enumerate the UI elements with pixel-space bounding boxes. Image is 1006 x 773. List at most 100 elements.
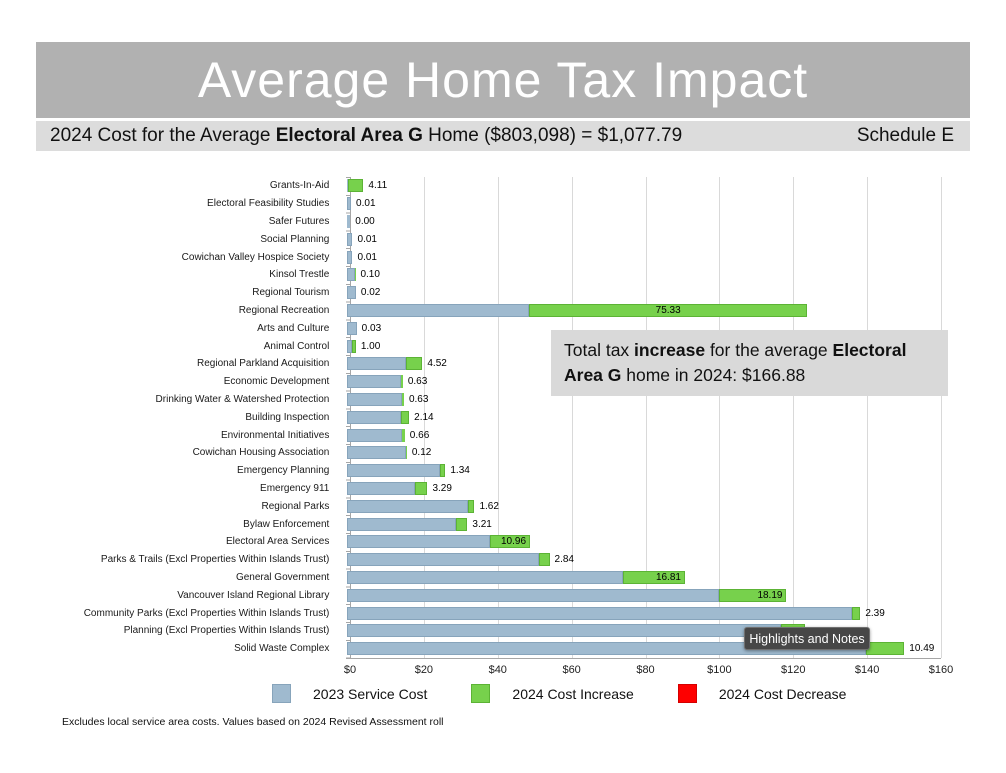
service-cost-bar xyxy=(347,286,356,300)
chart-row: Solid Waste Complex 10.49 xyxy=(0,640,1006,658)
title-band: Average Home Tax Impact xyxy=(36,42,970,118)
bar-track: 4.52 xyxy=(347,357,1006,371)
bar-track: 75.33 xyxy=(347,303,1006,317)
value-label: 0.63 xyxy=(407,376,428,388)
bar-track: 0.63 xyxy=(347,392,1006,406)
chart-row: Cowichan Valley Hospice Society 0.01 xyxy=(0,248,1006,266)
category-label: Cowichan Valley Hospice Society xyxy=(181,251,330,263)
value-label: 3.21 xyxy=(472,518,492,530)
value-label: 75.33 xyxy=(655,304,681,316)
chart-row: Electoral Feasibility Studies 0.01 xyxy=(0,195,1006,213)
subtitle-area-name: Electoral Area G xyxy=(275,125,423,146)
callout-bold-increase: increase xyxy=(634,340,706,360)
category-label: Emergency 911 xyxy=(260,482,330,494)
chart-legend: 2023 Service Cost 2024 Cost Increase 2024 … xyxy=(272,684,846,703)
service-cost-bar xyxy=(347,517,456,531)
chart-row: Bylaw Enforcement 3.21 xyxy=(0,515,1006,533)
legend-label: 2023 Service Cost xyxy=(313,685,428,702)
cost-increase-bar xyxy=(468,499,475,513)
value-label: 18.19 xyxy=(757,589,783,601)
cost-increase-bar xyxy=(405,357,423,371)
category-label: Electoral Feasibility Studies xyxy=(207,198,330,210)
service-cost-bar xyxy=(347,481,416,495)
x-tick-label: $20 xyxy=(414,664,434,676)
bar-track: 10.49 xyxy=(347,642,1006,656)
subtitle-band: 2024 Cost for the Average Electoral Area… xyxy=(36,121,970,151)
gridline xyxy=(645,177,647,658)
callout-bold-area: Electoral Area G xyxy=(564,340,907,385)
category-label: Arts and Culture xyxy=(257,322,330,334)
value-label: 0.01 xyxy=(357,233,377,245)
category-label: Grants-In-Aid xyxy=(269,180,330,192)
bar-track xyxy=(347,624,1006,638)
category-label: Regional Parks xyxy=(261,500,330,512)
category-label: Parks & Trails (Excl Properties Within I… xyxy=(100,554,330,566)
cost-increase-bar xyxy=(401,392,404,406)
bar-track: 1.00 xyxy=(347,339,1006,353)
bar-track: 2.14 xyxy=(347,410,1006,424)
gridline xyxy=(941,177,942,658)
x-tick-label: $160 xyxy=(928,664,954,676)
bar-track: 0.10 xyxy=(347,268,1006,282)
footnote-text: Excludes local service area costs. Value… xyxy=(62,716,444,728)
bar-track: 0.01 xyxy=(347,232,1006,246)
total-increase-callout: Total tax increase for the average Elect… xyxy=(551,330,948,396)
gridline xyxy=(423,177,425,658)
bar-track: 0.66 xyxy=(347,428,1006,442)
cost-increase-bar xyxy=(455,517,468,531)
cost-increase-bar xyxy=(348,179,364,193)
schedule-label: Schedule E xyxy=(856,125,954,146)
chart-row: Social Planning 0.01 xyxy=(0,230,1006,248)
value-label: 0.12 xyxy=(411,447,432,459)
chart-row: Drinking Water & Watershed Protection 0.6… xyxy=(0,391,1006,409)
service-cost-bar xyxy=(347,392,402,406)
x-tick-label: $40 xyxy=(488,664,507,676)
category-label: Kinsol Trestle xyxy=(269,269,330,281)
chart-row: Animal Control 1.00 xyxy=(0,337,1006,355)
callout-part3: home in 2024: $166.88 xyxy=(621,364,806,385)
category-label: Animal Control xyxy=(263,340,330,352)
legend-item: 2024 Cost Decrease xyxy=(677,684,847,703)
bar-track: 10.96 xyxy=(347,535,1006,549)
service-cost-bar xyxy=(347,375,401,389)
bar-track: 0.03 xyxy=(347,321,1006,335)
service-cost-bar xyxy=(347,303,530,317)
service-cost-bar xyxy=(347,570,623,584)
service-cost-bar xyxy=(347,428,403,442)
highlights-and-notes-tooltip[interactable]: Highlights and Notes xyxy=(744,627,870,650)
category-label: Solid Waste Complex xyxy=(234,643,330,655)
callout-part2: for the average xyxy=(705,340,833,360)
value-label: 0.66 xyxy=(409,429,430,441)
cost-increase-bar xyxy=(489,535,530,549)
cost-increase-bar xyxy=(415,481,428,495)
chart-row: Environmental Initiatives 0.66 xyxy=(0,426,1006,444)
service-cost-bar xyxy=(347,535,490,549)
bar-track: 0.01 xyxy=(347,250,1006,264)
x-tick-label: $80 xyxy=(636,664,655,676)
value-label: 1.62 xyxy=(479,500,499,512)
value-label: 1.34 xyxy=(450,465,470,477)
callout-part1: Total tax xyxy=(564,340,635,360)
legend-label: 2024 Cost Decrease xyxy=(718,685,847,702)
category-label: Building Inspection xyxy=(245,411,330,423)
chart-row: Parks & Trails (Excl Properties Within I… xyxy=(0,551,1006,569)
service-cost-bar xyxy=(347,588,720,602)
bar-track: 0.63 xyxy=(347,375,1006,389)
cost-increase-bar xyxy=(539,553,550,567)
category-label: Economic Development xyxy=(223,376,330,388)
chart-row: Community Parks (Excl Properties Within … xyxy=(0,604,1006,622)
value-label: 4.11 xyxy=(368,180,388,192)
legend-label: 2024 Cost Increase xyxy=(512,685,634,702)
service-cost-bar xyxy=(347,339,353,353)
value-label: 2.84 xyxy=(554,554,574,566)
cost-increase-bar xyxy=(865,642,905,656)
service-cost-bar xyxy=(347,553,540,567)
x-tick-label: $120 xyxy=(781,664,806,676)
value-label: 1.00 xyxy=(360,340,381,352)
cost-increase-bar xyxy=(400,375,403,389)
value-label: 0.01 xyxy=(356,198,376,210)
bar-chart: Grants-In-Aid 4.11 Electoral Feasibility S… xyxy=(0,177,1006,676)
service-cost-bar xyxy=(347,250,353,264)
category-label: Regional Tourism xyxy=(252,287,330,299)
category-label: Safer Futures xyxy=(268,215,330,227)
